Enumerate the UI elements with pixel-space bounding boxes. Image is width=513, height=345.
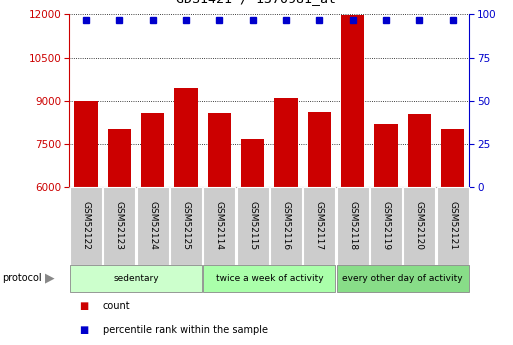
Bar — [437, 187, 469, 265]
Text: ■: ■ — [80, 302, 89, 312]
Text: GSM52125: GSM52125 — [182, 201, 190, 250]
Text: GSM52124: GSM52124 — [148, 201, 157, 250]
Text: ■: ■ — [80, 325, 89, 335]
Text: GSM52123: GSM52123 — [115, 201, 124, 250]
Bar — [403, 187, 436, 265]
Bar — [274, 98, 298, 345]
Text: GSM52115: GSM52115 — [248, 201, 257, 250]
Bar — [303, 187, 336, 265]
Bar — [270, 187, 302, 265]
Bar — [441, 129, 464, 345]
Bar — [103, 187, 135, 265]
Bar — [236, 187, 269, 265]
Bar — [74, 101, 97, 345]
Text: count: count — [103, 302, 130, 312]
Bar — [70, 187, 102, 265]
Text: GSM52116: GSM52116 — [282, 201, 290, 250]
Bar — [170, 187, 202, 265]
Bar — [337, 265, 469, 292]
Bar — [337, 187, 369, 265]
Text: every other day of activity: every other day of activity — [342, 274, 463, 283]
Bar — [136, 187, 169, 265]
Bar — [308, 112, 331, 345]
Bar — [408, 114, 431, 345]
Text: GSM52119: GSM52119 — [382, 201, 390, 250]
Text: protocol: protocol — [3, 273, 42, 283]
Bar — [208, 113, 231, 345]
Bar — [203, 187, 235, 265]
Bar — [374, 124, 398, 345]
Text: GDS1421 / 1370981_at: GDS1421 / 1370981_at — [176, 0, 337, 6]
Text: ▶: ▶ — [45, 272, 55, 285]
Bar — [141, 113, 164, 345]
Text: twice a week of activity: twice a week of activity — [215, 274, 323, 283]
Text: sedentary: sedentary — [113, 274, 159, 283]
Bar — [203, 265, 336, 292]
Text: GSM52121: GSM52121 — [448, 201, 457, 250]
Text: percentile rank within the sample: percentile rank within the sample — [103, 325, 268, 335]
Bar — [108, 129, 131, 345]
Text: GSM52117: GSM52117 — [315, 201, 324, 250]
Bar — [174, 88, 198, 345]
Bar — [70, 265, 202, 292]
Text: GSM52114: GSM52114 — [215, 201, 224, 250]
Text: GSM52122: GSM52122 — [82, 201, 90, 250]
Bar — [341, 15, 364, 345]
Bar — [241, 139, 264, 345]
Text: GSM52120: GSM52120 — [415, 201, 424, 250]
Bar — [370, 187, 402, 265]
Text: GSM52118: GSM52118 — [348, 201, 357, 250]
